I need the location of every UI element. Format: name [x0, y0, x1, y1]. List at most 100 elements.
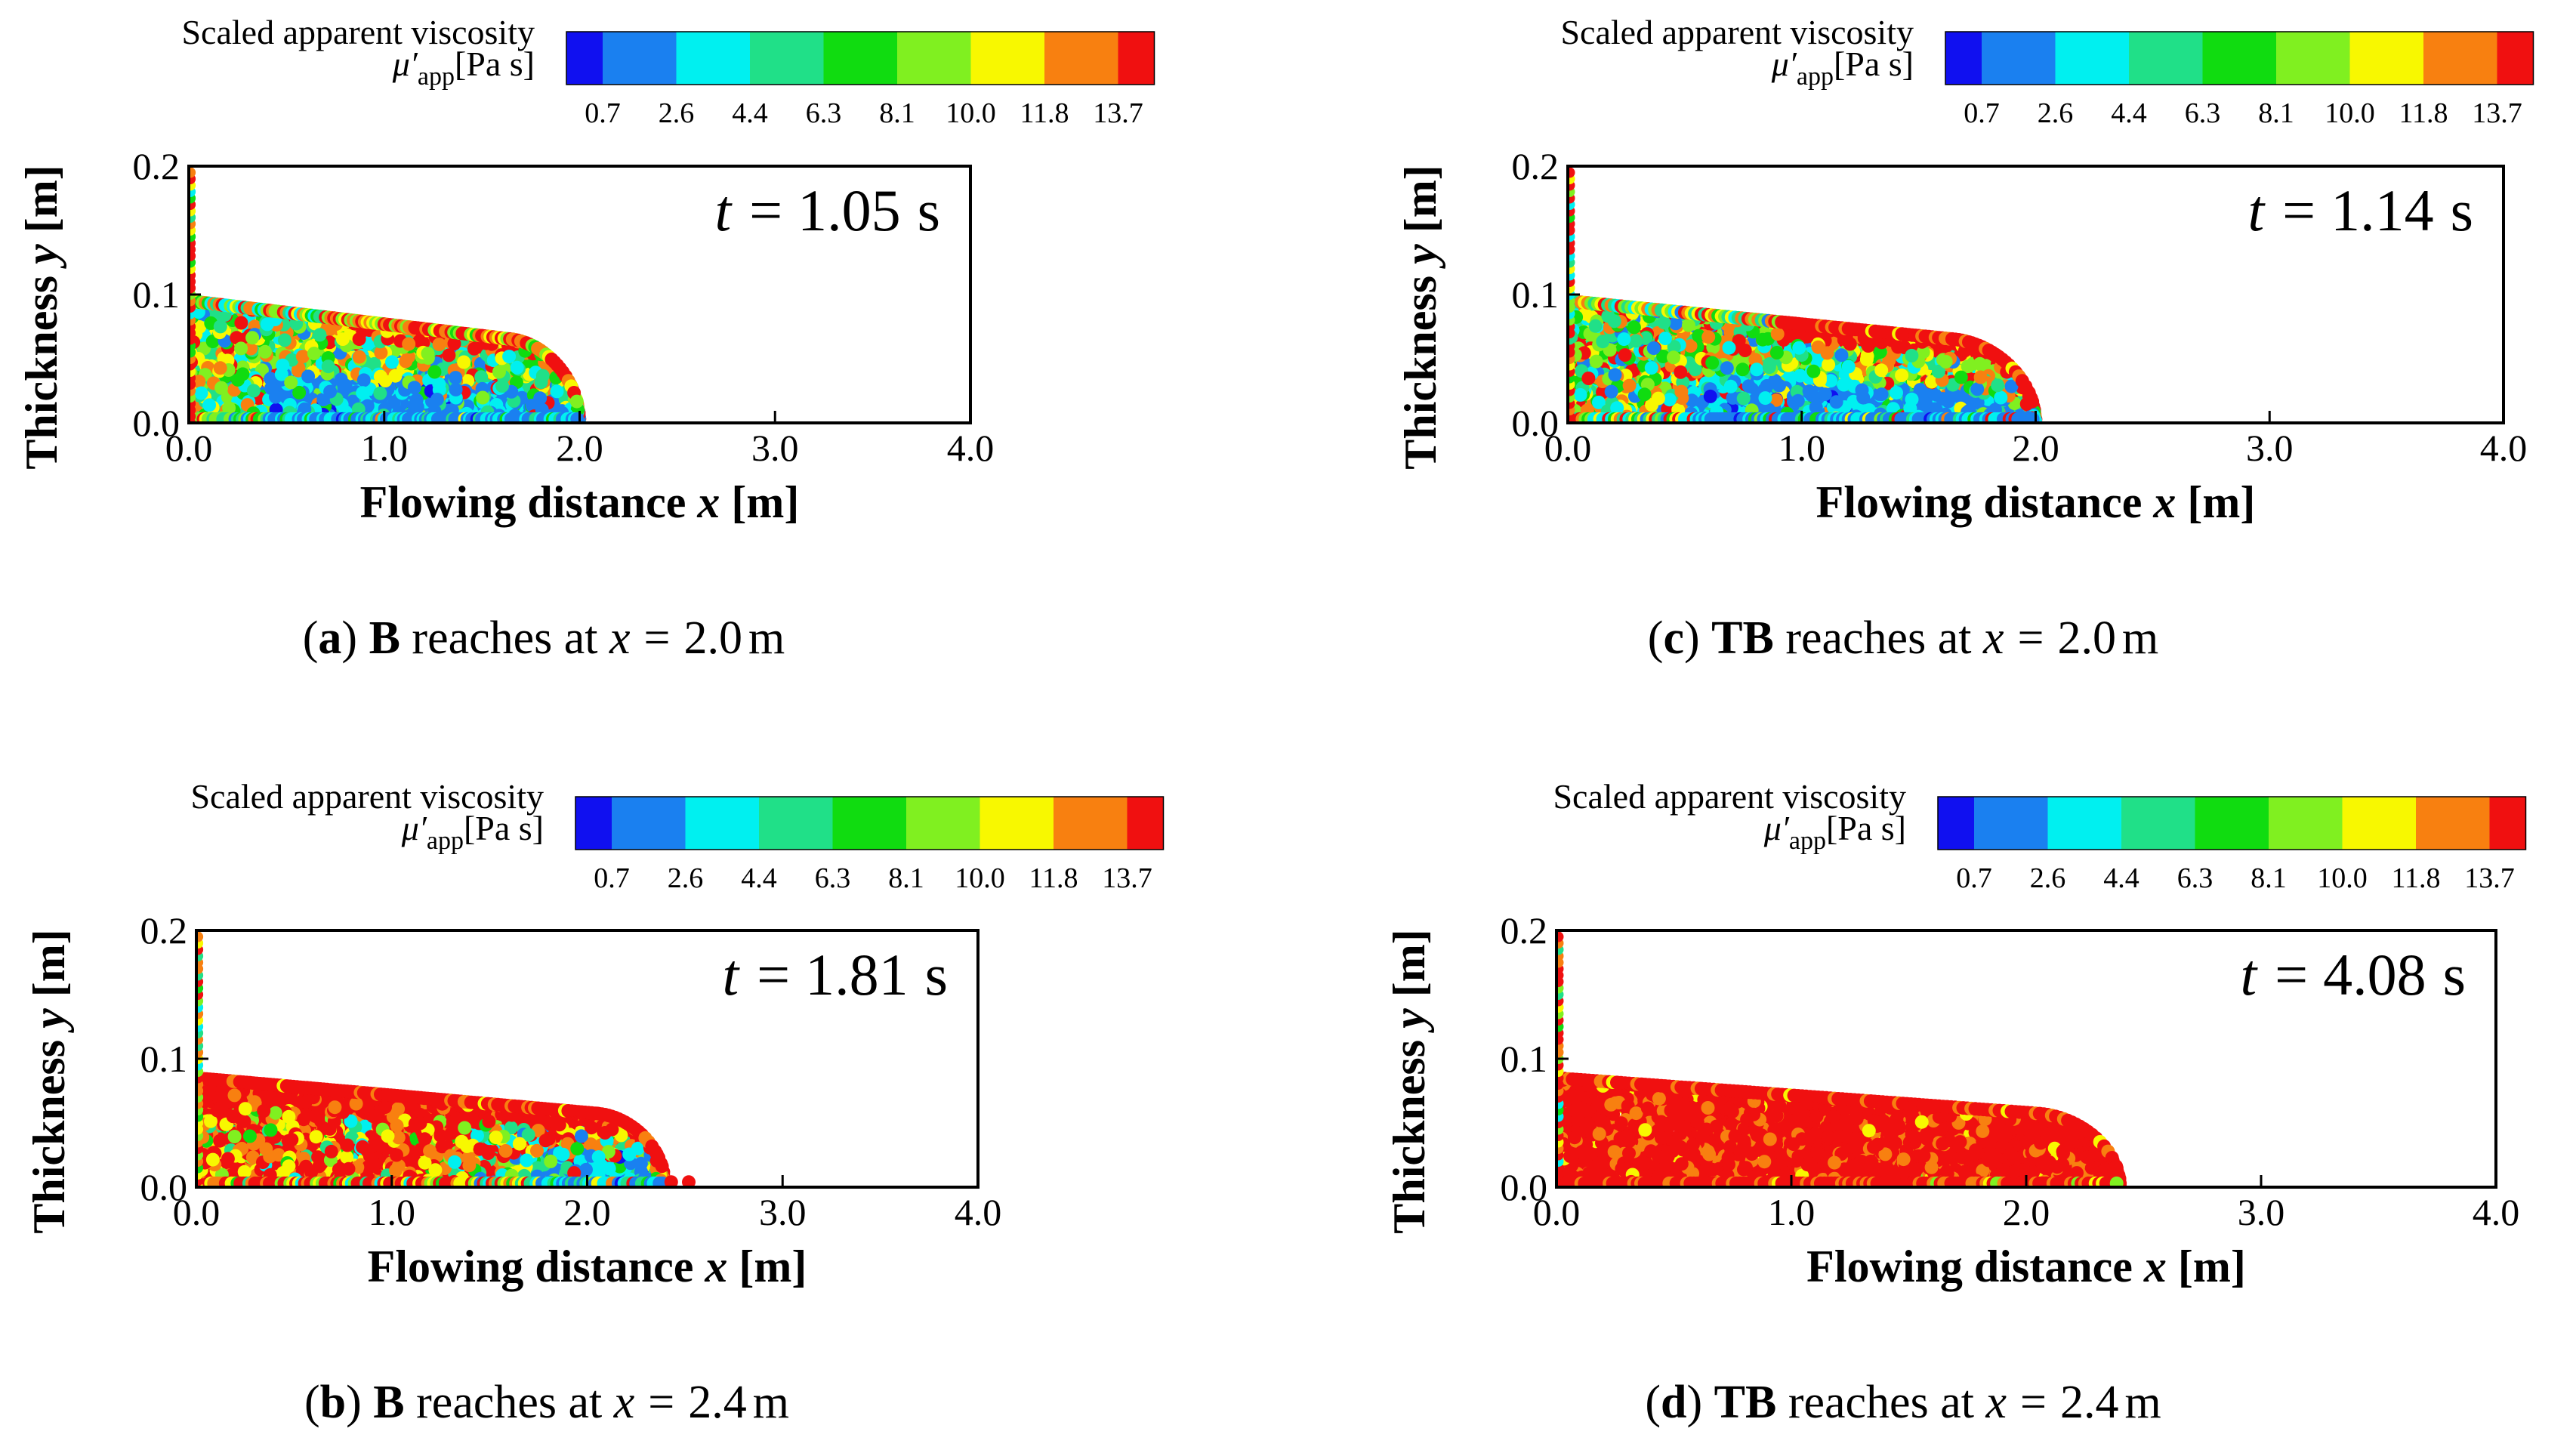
- colorbar-swatch: [897, 32, 971, 85]
- y-axis-label-unit: [m]: [17, 165, 66, 244]
- particle: [246, 384, 261, 398]
- particle: [292, 385, 307, 399]
- legend-unit: [Pa s]: [464, 809, 544, 847]
- legend-unit: [Pa s]: [455, 45, 535, 83]
- colorbar-tick-label: 10.0: [946, 97, 996, 129]
- y-axis-label-var: y: [17, 244, 66, 269]
- time-value: 1.05: [797, 177, 901, 243]
- particle: [213, 319, 227, 334]
- legend-symbol-sub: app: [427, 827, 464, 855]
- caption-close-paren: ): [341, 612, 369, 664]
- legend-symbol-sub: app: [418, 63, 455, 91]
- colorbar-frame: [575, 796, 1165, 850]
- particle: [214, 381, 229, 395]
- legend-title: Scaled apparent viscosity: [190, 777, 544, 816]
- colorbar-swatch: [759, 797, 833, 850]
- particle: [274, 367, 288, 381]
- particle: [421, 347, 435, 361]
- x-tick-label: 0.0: [165, 427, 213, 469]
- time-annotation: t = 1.05 s: [714, 177, 940, 243]
- particle: [193, 320, 207, 334]
- caption-value: 2.0: [684, 612, 743, 664]
- colorbar-swatch: [1054, 797, 1128, 850]
- particle: [277, 333, 292, 347]
- colorbar-tick-label: 0.7: [594, 862, 630, 894]
- caption-model: B: [369, 612, 400, 664]
- particle: [244, 341, 258, 356]
- time-eq: =: [749, 177, 782, 243]
- particle: [367, 356, 381, 371]
- colorbar-tick-label: 11.8: [1029, 862, 1078, 894]
- panel-caption: (a) B reaches at x = 2.0 m: [303, 612, 785, 664]
- legend-label: μ′app[Pa s]: [401, 809, 544, 855]
- y-tick-label: 0.2: [133, 145, 180, 187]
- particle: [449, 371, 463, 385]
- particle: [291, 363, 305, 378]
- particle: [432, 377, 446, 391]
- y-tick-label: 0.1: [133, 273, 180, 316]
- particle-cloud: [196, 931, 696, 1187]
- caption-open-paren: (: [303, 612, 319, 664]
- particle: [189, 167, 196, 178]
- colorbar-tick-label: 13.7: [1093, 97, 1143, 129]
- particle: [307, 347, 321, 361]
- particle: [334, 372, 348, 387]
- particle: [295, 350, 310, 364]
- particle: [533, 391, 548, 406]
- particle: [245, 331, 260, 345]
- colorbar-swatch: [676, 32, 750, 85]
- x-tick-label: 4.0: [947, 427, 995, 469]
- colorbar-swatch: [566, 32, 603, 85]
- particle: [432, 338, 446, 352]
- colorbar: 0.7 2.6 4.4 6.3 8.1 10.0 11.8 13.7: [575, 796, 1165, 894]
- particle: [258, 344, 272, 359]
- x-tick-label: 2.0: [556, 427, 603, 469]
- particle: [430, 393, 444, 406]
- colorbar-swatch: [970, 32, 1044, 85]
- particle: [202, 398, 217, 412]
- particle: [427, 365, 442, 379]
- x-tick-label: 1.0: [361, 427, 409, 469]
- particle: [412, 334, 427, 348]
- particle: [407, 381, 421, 395]
- colorbar-frame: [566, 31, 1155, 85]
- colorbar-tick-label: 10.0: [955, 862, 1005, 894]
- legend-symbol: μ′: [401, 809, 427, 847]
- colorbar-tick-label: 8.1: [879, 97, 915, 129]
- particle: [335, 332, 350, 346]
- colorbar-swatch: [750, 32, 824, 85]
- colorbar-swatch: [979, 797, 1054, 850]
- colorbar-swatch: [603, 32, 677, 85]
- particle: [388, 369, 403, 383]
- particle: [323, 384, 338, 399]
- particle: [535, 369, 550, 383]
- legend-label: μ′app[Pa s]: [392, 45, 535, 91]
- colorbar-swatch: [1044, 32, 1118, 85]
- colorbar-swatch: [612, 797, 686, 850]
- particle: [374, 346, 388, 359]
- colorbar-swatch: [575, 797, 612, 850]
- particle-cloud: [189, 167, 587, 423]
- particle: [213, 361, 227, 375]
- time-unit: s: [918, 177, 940, 243]
- time-var: t: [714, 177, 733, 243]
- particle: [230, 331, 244, 345]
- colorbar-swatch: [906, 797, 980, 850]
- caption-eq: =: [644, 612, 671, 664]
- x-axis-label-var: x: [696, 477, 720, 527]
- particle: [402, 337, 416, 351]
- colorbar-tick-label: 11.8: [1020, 97, 1069, 129]
- legend-symbol: μ′: [392, 45, 418, 83]
- particle: [492, 365, 506, 379]
- x-axis-label: Flowing distance x [m]: [360, 477, 800, 527]
- colorbar: 0.7 2.6 4.4 6.3 8.1 10.0 11.8 13.7: [566, 31, 1155, 129]
- colorbar-swatch: [823, 32, 897, 85]
- caption-reach-text: reaches at: [400, 612, 609, 664]
- y-axis-label-text: Thickness: [17, 264, 66, 470]
- colorbar-tick-label: 6.3: [806, 97, 842, 129]
- particle: [352, 350, 366, 364]
- particle: [373, 369, 387, 384]
